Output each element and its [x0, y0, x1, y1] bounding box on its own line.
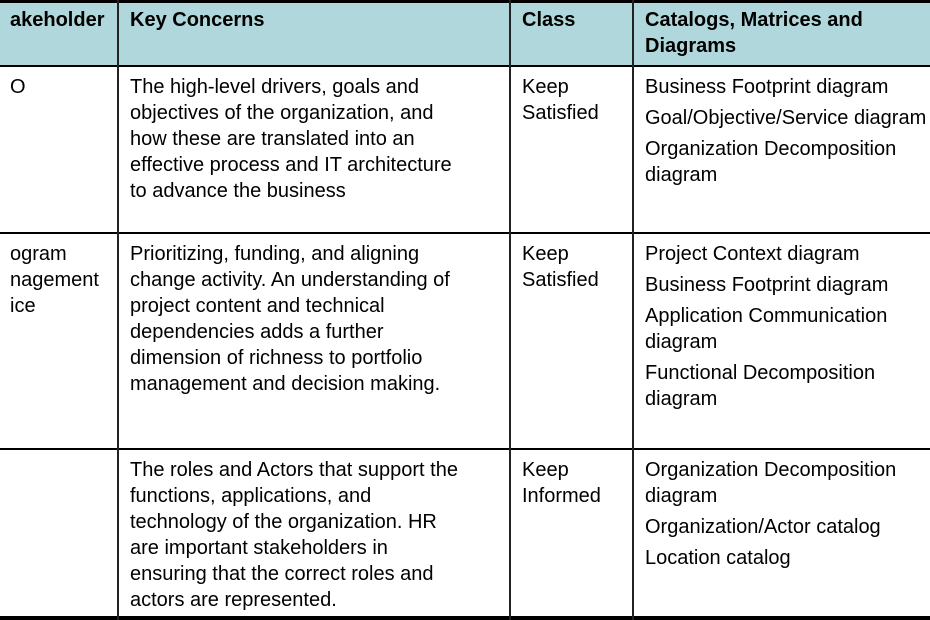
catalog-item-line: diagram: [645, 164, 718, 186]
concerns-cell: Prioritizing, funding, and aligning chang…: [118, 234, 510, 450]
catalog-item-line: Goal/Objective/Service diagram: [645, 107, 927, 129]
concerns-text: dimension of richness to portfolio: [130, 347, 423, 369]
stakeholder-cell: [0, 450, 118, 618]
concerns-cell: The roles and Actors that support the fun…: [118, 450, 510, 618]
catalog-item-line: Organization Decomposition: [645, 459, 897, 481]
catalog-item-line: Organization/Actor catalog: [645, 516, 881, 538]
catalogs-cell: Project Context diagram Business Footprin…: [633, 234, 930, 450]
catalog-item-line: Organization Decomposition: [645, 138, 897, 160]
catalogs-text: Catalogs, Matrices and: [645, 9, 863, 31]
catalogs-text: Diagrams: [645, 35, 737, 57]
column-divider: [509, 0, 511, 620]
concerns-text: how these are translated into an: [130, 128, 415, 150]
concerns-text: effective process and IT architecture: [130, 154, 452, 176]
class-text: Satisfied: [522, 269, 599, 291]
catalog-item-line: diagram: [645, 388, 718, 410]
stakeholder-text: akeholder: [10, 9, 105, 31]
catalog-item-line: Application Communication: [645, 305, 888, 327]
class-text: Satisfied: [522, 102, 599, 124]
stakeholder-text: O: [10, 76, 26, 98]
stakeholder-cell: ogram nagement ice: [0, 234, 118, 450]
catalog-item: Business Footprint diagram: [645, 272, 930, 298]
catalog-item-line: Project Context diagram: [645, 243, 860, 265]
catalog-item: Organization/Actor catalog: [645, 514, 930, 540]
catalogs-cell: Business Footprint diagram Goal/Objective…: [633, 67, 930, 234]
concerns-text: are important stakeholders in: [130, 537, 388, 559]
concerns-text: objectives of the organization, and: [130, 102, 434, 124]
concerns-text: dependencies adds a further: [130, 321, 384, 343]
catalog-item: Business Footprint diagram: [645, 74, 930, 100]
catalog-item: Project Context diagram: [645, 241, 930, 267]
catalog-item-line: Location catalog: [645, 547, 791, 569]
catalog-item-line: Business Footprint diagram: [645, 76, 889, 98]
stakeholder-cell: O: [0, 67, 118, 234]
catalog-item-line: diagram: [645, 485, 718, 507]
row-divider: [0, 0, 930, 3]
concerns-text: Key Concerns: [130, 9, 265, 31]
catalog-item: Location catalog: [645, 545, 930, 571]
class-text: Class: [522, 9, 576, 31]
catalog-item-line: Business Footprint diagram: [645, 274, 889, 296]
class-text: Keep: [522, 459, 569, 481]
catalog-item: Organization Decomposition diagram: [645, 136, 930, 188]
catalogs-cell: Organization Decomposition diagram Organiz…: [633, 450, 930, 618]
concerns-text: change activity. An understanding of: [130, 269, 450, 291]
catalog-item-line: Functional Decomposition: [645, 362, 876, 384]
concerns-text: Prioritizing, funding, and aligning: [130, 243, 420, 265]
stakeholder-text: ice: [10, 295, 36, 317]
header-concerns-cell: Key Concerns: [118, 0, 510, 67]
catalog-item-line: diagram: [645, 331, 718, 353]
class-text: Keep: [522, 243, 569, 265]
concerns-text: to advance the business: [130, 180, 346, 202]
stakeholder-text: nagement: [10, 269, 99, 291]
column-divider: [632, 0, 634, 620]
catalog-item: Application Communication diagram: [645, 303, 930, 355]
concerns-text: actors are represented.: [130, 589, 337, 611]
concerns-cell: The high-level drivers, goals and objecti…: [118, 67, 510, 234]
catalog-item: Goal/Objective/Service diagram: [645, 105, 930, 131]
concerns-text: project content and technical: [130, 295, 385, 317]
header-class-cell: Class: [510, 0, 633, 67]
catalog-item: Organization Decomposition diagram: [645, 457, 930, 509]
header-catalogs-cell: Catalogs, Matrices and Diagrams: [633, 0, 930, 67]
class-text: Informed: [522, 485, 601, 507]
stakeholder-text: ogram: [10, 243, 67, 265]
concerns-text: The high-level drivers, goals and: [130, 76, 420, 98]
concerns-text: ensuring that the correct roles and: [130, 563, 434, 585]
row-divider: [0, 232, 930, 234]
catalog-item: Functional Decomposition diagram: [645, 360, 930, 412]
concerns-text: technology of the organization. HR: [130, 511, 437, 533]
class-cell: Keep Satisfied: [510, 67, 633, 234]
row-divider: [0, 448, 930, 450]
class-cell: Keep Informed: [510, 450, 633, 618]
header-stakeholder-cell: akeholder: [0, 0, 118, 67]
column-divider: [117, 0, 119, 620]
row-divider: [0, 65, 930, 67]
class-text: Keep: [522, 76, 569, 98]
concerns-text: functions, applications, and: [130, 485, 372, 507]
concerns-text: management and decision making.: [130, 373, 441, 395]
class-cell: Keep Satisfied: [510, 234, 633, 450]
row-divider: [0, 616, 930, 620]
concerns-text: The roles and Actors that support the: [130, 459, 458, 481]
